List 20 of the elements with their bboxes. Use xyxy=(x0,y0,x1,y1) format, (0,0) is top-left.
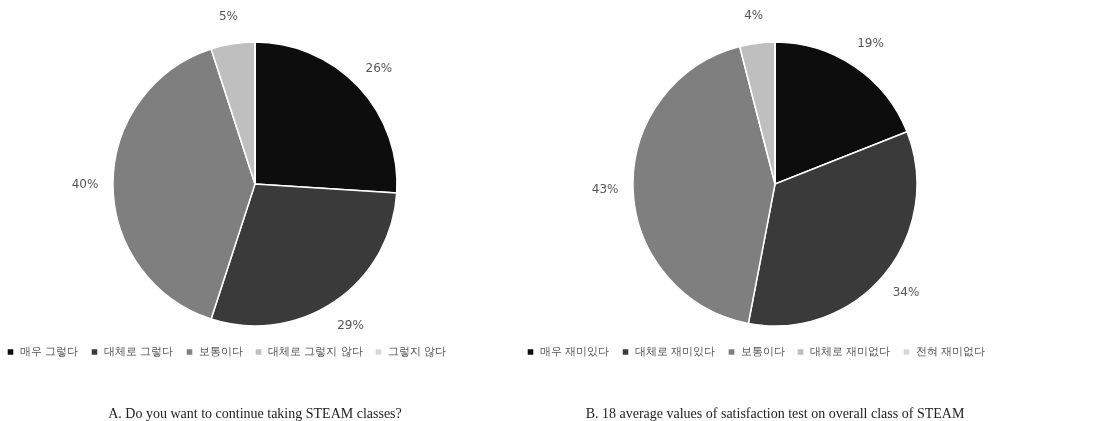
legend-label: 대체로 재미없다 xyxy=(810,344,891,358)
legend-label: 전혀 재미없다 xyxy=(916,344,986,358)
data-label: 5% xyxy=(218,9,238,24)
legend-label: 대체로 그렇다 xyxy=(104,344,174,358)
data-label: 29% xyxy=(337,317,364,332)
data-label: 19% xyxy=(857,36,884,51)
legend-label: 대체로 그렇지 않다 xyxy=(268,344,363,358)
legend-label: 매우 재미있다 xyxy=(540,344,610,358)
text: A. Do you want to continue taking STEAM classes? xyxy=(108,406,402,421)
data-label: 34% xyxy=(892,285,920,300)
legend-label: 매우 그렇다 xyxy=(20,344,79,358)
legend-label: 대체로 재미있다 xyxy=(635,344,716,358)
legend-label: 보통이다 xyxy=(199,344,243,358)
legend-label: 그렇지 않다 xyxy=(388,344,447,358)
legend-label: 보통이다 xyxy=(741,344,785,358)
text: B. 18 average values of satisfaction test on overall class of STEAM xyxy=(585,406,965,421)
data-label: 40% xyxy=(71,177,99,191)
data-label: 43% xyxy=(591,182,619,197)
data-label: 4% xyxy=(744,8,764,23)
data-label: 26% xyxy=(365,60,393,75)
